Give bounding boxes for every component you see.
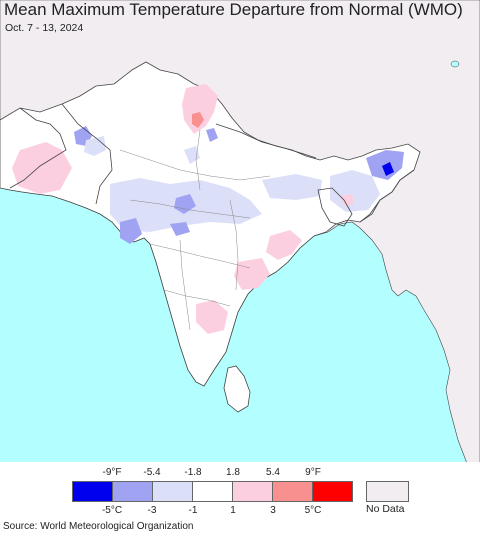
border-pakistan-india [61, 103, 113, 205]
legend-f-tick-5: 5.4 [266, 467, 280, 478]
legend-swatch-near-normal [192, 481, 233, 502]
state-lines-3 [149, 243, 251, 269]
legend-swatch-1-3 [232, 481, 273, 502]
legend-f-tick-3: -1.8 [184, 467, 202, 478]
border-myanmar [359, 169, 415, 223]
map-title: Mean Maximum Temperature Departure from … [4, 0, 463, 19]
legend-c-tick-2: -3 [147, 505, 157, 516]
cool-patch-punjab [84, 136, 106, 156]
legend-no-data-label: No Data [366, 503, 405, 515]
border-afghanistan [9, 107, 67, 189]
border-nepal [215, 123, 317, 159]
legend-c-tick-5: 3 [270, 505, 276, 516]
state-lines-6 [229, 199, 239, 291]
anomaly-patches [12, 84, 404, 334]
legend-swatch-3-5 [272, 481, 313, 502]
legend-f-tick-1: -9°F [102, 467, 122, 478]
legend-f-tick-4: 1.8 [226, 467, 240, 478]
legend-swatch-no-data [366, 481, 409, 502]
cool-patch-bihar [262, 174, 322, 200]
borders [9, 103, 415, 331]
warm-patch-meghalaya [340, 194, 354, 206]
warm-patch-east [266, 230, 302, 260]
legend-f-tick-6: 9°F [305, 467, 321, 478]
cool-patch-up2 [206, 128, 218, 142]
state-lines-1 [119, 149, 271, 181]
legend-c-tick-6: 5°C [304, 505, 322, 516]
legend-swatch-minus3-minus1 [152, 481, 193, 502]
state-lines-7 [195, 129, 201, 191]
source-credit: Source: World Meteorological Organizatio… [3, 521, 194, 532]
tibet-lake [450, 60, 460, 68]
legend-f-tick-2: -5.4 [143, 467, 161, 478]
legend-c-tick-4: 1 [230, 505, 236, 516]
border-bangladesh [317, 187, 353, 227]
cool-patch-mp [174, 194, 196, 214]
warm-patch-west [12, 142, 72, 194]
state-lines-4 [163, 289, 231, 307]
state-lines-5 [179, 239, 191, 331]
temperature-departure-map [0, 0, 480, 466]
cool-patch-central-dense [120, 218, 142, 244]
legend-c-tick-1: -5°C [101, 505, 123, 516]
warm-core-north [192, 112, 204, 128]
warm-patch-north [182, 84, 218, 134]
legend-swatch-below-minus5 [72, 481, 113, 502]
color-legend: -9°F -5.4 -1.8 1.8 5.4 9°F -5°C -3 -1 1 … [0, 462, 480, 522]
sri-lanka [223, 365, 251, 413]
map-date-range: Oct. 7 - 13, 2024 [5, 22, 84, 34]
cool-patch-mp2 [170, 222, 190, 236]
state-lines-2 [129, 199, 251, 219]
legend-swatch-minus5-minus3 [112, 481, 153, 502]
legend-c-tick-3: -1 [188, 505, 198, 516]
legend-swatch-above-5 [312, 481, 353, 502]
cold-core-arunachal [382, 162, 394, 176]
warm-patch-south [196, 300, 228, 334]
